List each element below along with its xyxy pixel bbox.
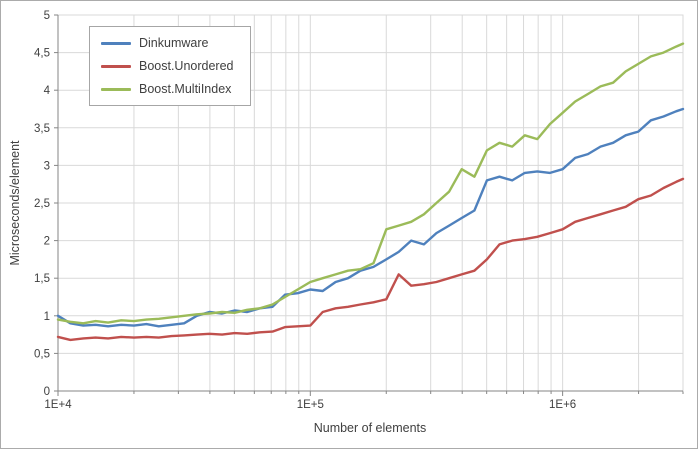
x-tick-label: 1E+5 [297,399,324,411]
y-tick-label: 4,5 [34,48,50,60]
legend-label: Boost.MultiIndex [139,82,232,96]
y-axis-title: Microseconds/element [8,140,22,266]
y-tick-label: 2 [44,236,50,248]
y-tick-label: 0,5 [34,348,50,360]
legend-label: Boost.Unordered [139,59,234,73]
series-line-boost-multiindex [56,42,685,325]
series-line-boost-unordered [56,177,685,342]
legend-label: Dinkumware [139,36,209,50]
x-tick-label: 1E+4 [44,399,72,411]
y-tick-label: 3 [44,160,50,172]
series-line-dinkumware [56,107,685,328]
legend-line-swatch [101,41,131,45]
legend: Dinkumware Boost.Unordered Boost.MultiInde… [89,26,251,106]
y-tick-label: 4 [44,85,51,97]
legend-item-dinkumware: Dinkumware [101,36,234,50]
legend-item-boost-multiindex: Boost.MultiIndex [101,82,234,96]
y-tick-label: 0 [44,386,50,398]
legend-item-boost-unordered: Boost.Unordered [101,59,234,73]
y-tick-label: 1 [44,311,50,323]
x-tick-label: 1E+6 [549,399,576,411]
y-tick-label: 3,5 [34,123,50,135]
x-axis-title: Number of elements [313,421,427,435]
y-tick-label: 2,5 [34,198,50,210]
y-tick-label: 5 [44,10,50,22]
y-tick-label: 1,5 [34,273,50,285]
legend-line-swatch [101,64,131,68]
legend-line-swatch [101,87,131,91]
